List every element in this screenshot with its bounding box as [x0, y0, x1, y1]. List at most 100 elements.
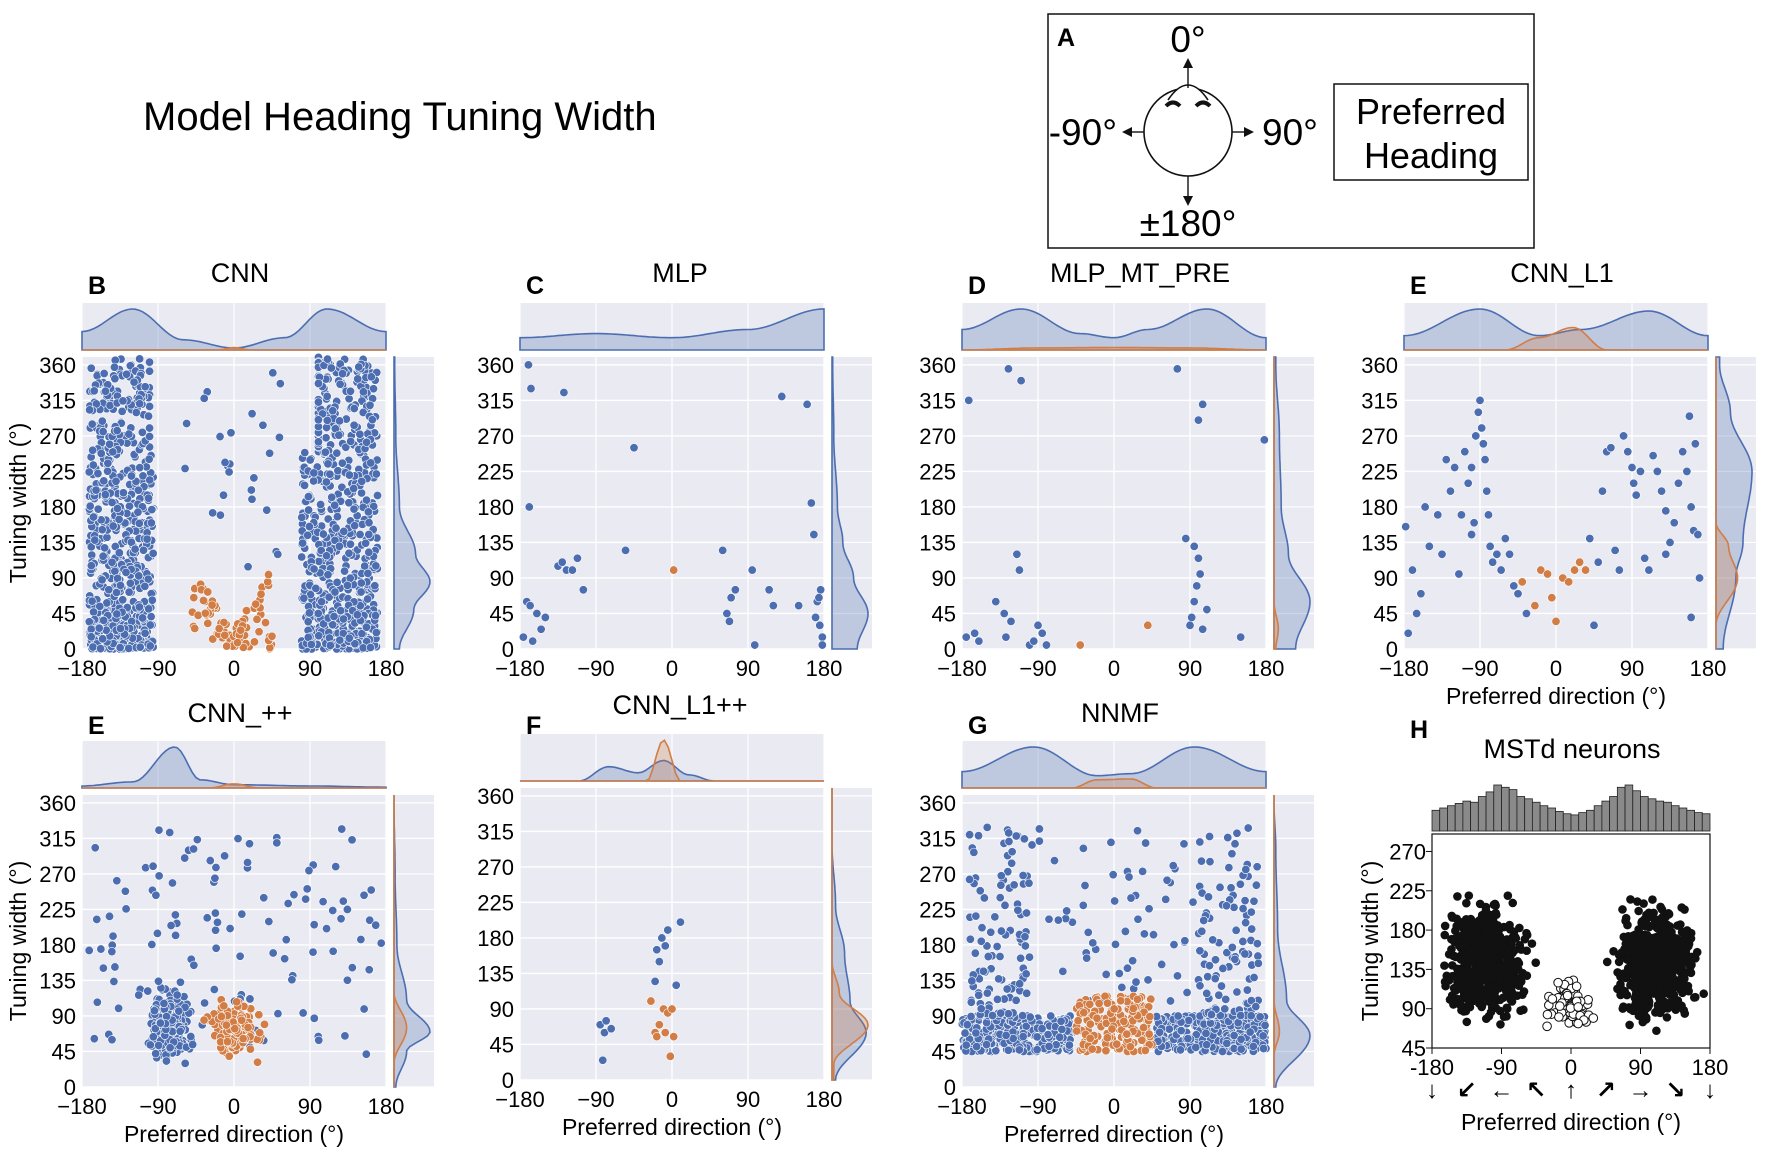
histogram-bar — [1501, 786, 1510, 832]
y-tick-label: 270 — [1389, 839, 1426, 864]
data-point-blue — [982, 988, 992, 998]
data-point-blue — [144, 454, 154, 464]
data-point-blue — [1168, 861, 1178, 871]
data-point-blue — [970, 948, 980, 958]
data-point-blue — [961, 632, 971, 642]
data-point-blue — [134, 571, 144, 581]
data-point-orange — [255, 1028, 265, 1038]
data-point-blue — [1041, 640, 1051, 650]
data-point-blue — [150, 1024, 160, 1034]
x-tick-label: 180 — [806, 656, 843, 681]
data-point-blue — [104, 585, 114, 595]
data-point-orange — [252, 614, 262, 624]
data-point-blue — [1162, 875, 1172, 885]
histogram-bar — [1586, 809, 1595, 832]
data-point-blue — [1231, 925, 1241, 935]
data-point-blue — [335, 635, 345, 645]
data-point-blue — [215, 510, 225, 520]
x-tick-label: 90 — [1620, 656, 1644, 681]
data-point-blue — [1057, 1024, 1067, 1034]
data-point-blue — [1011, 831, 1021, 841]
data-point-blue — [1185, 620, 1195, 630]
data-point-blue — [356, 935, 366, 945]
data-point-blue — [974, 636, 984, 646]
data-point-blue — [1193, 553, 1203, 563]
chart-cnn-l1: CNN_L1E−180 −90 0 90 18004590135180225270315… — [1361, 258, 1756, 709]
data-point-blue — [115, 643, 125, 653]
data-point-blue — [84, 945, 94, 955]
y-tick-label: 45 — [52, 1039, 76, 1064]
data-point-blue — [121, 904, 131, 914]
data-point-blue — [365, 642, 375, 652]
data-point-blue — [313, 437, 323, 447]
data-point-blue — [304, 866, 314, 876]
data-point-blue — [274, 432, 284, 442]
data-point-blue — [965, 874, 975, 884]
data-point-blue — [358, 387, 368, 397]
y-tick-label: 90 — [490, 566, 514, 591]
data-point-blue — [768, 601, 778, 611]
data-point-black — [1640, 938, 1650, 947]
data-point-blue — [1016, 376, 1026, 386]
data-point-blue — [148, 861, 158, 871]
data-point-blue — [211, 925, 221, 935]
data-point-blue — [567, 565, 577, 575]
data-point-orange — [1536, 565, 1546, 575]
data-point-blue — [346, 436, 356, 446]
marginal-y-density-blue — [393, 356, 431, 650]
data-point-blue — [817, 632, 827, 642]
x-tick-label: −180 — [57, 1094, 107, 1119]
data-point-blue — [322, 391, 332, 401]
data-point-black — [1687, 960, 1696, 970]
data-point-blue — [109, 362, 119, 372]
x-tick-label: 0 — [228, 1094, 240, 1119]
panel-letter: G — [968, 712, 987, 740]
data-point-blue — [1016, 953, 1026, 963]
data-point-black — [1475, 978, 1484, 988]
data-point-black — [1440, 930, 1450, 940]
data-point-blue — [1226, 883, 1236, 893]
histogram-bar — [1663, 801, 1672, 832]
data-point-blue — [309, 476, 319, 486]
data-point-blue — [1661, 506, 1671, 516]
data-point-black — [1625, 1020, 1634, 1030]
data-point-blue — [362, 437, 372, 447]
data-point-blue — [243, 858, 253, 868]
data-point-blue — [1053, 915, 1063, 925]
data-point-blue — [1623, 447, 1633, 457]
histogram-bar — [1477, 796, 1487, 832]
data-point-orange — [1125, 1042, 1135, 1052]
data-point-blue — [1657, 486, 1667, 496]
data-point-blue — [144, 493, 154, 503]
data-point-black — [1453, 892, 1462, 901]
data-point-blue — [1445, 486, 1455, 496]
data-point-black — [1662, 985, 1671, 995]
y-tick-label: 135 — [39, 968, 76, 993]
data-point-blue — [105, 439, 115, 449]
data-point-blue — [1258, 1031, 1268, 1041]
data-point-blue — [1141, 838, 1151, 848]
data-point-orange — [1122, 1029, 1132, 1039]
data-point-blue — [1024, 952, 1034, 962]
data-point-blue — [977, 923, 987, 933]
data-point-blue — [304, 608, 314, 618]
data-point-blue — [85, 501, 95, 511]
histogram-bar — [1470, 801, 1479, 832]
x-tick-label: −90 — [577, 656, 614, 681]
data-point-blue — [258, 420, 268, 430]
data-point-blue — [1686, 612, 1696, 622]
data-point-blue — [1122, 963, 1132, 973]
chart-cnn-l1-: CNN_L1++F−180 −90 0 90 180045901351802252703… — [477, 690, 872, 1140]
data-point-black — [1665, 922, 1675, 931]
data-point-blue — [1627, 462, 1637, 472]
data-point-blue — [357, 476, 367, 486]
data-point-blue — [319, 619, 329, 629]
data-point-blue — [1221, 994, 1231, 1004]
data-point-blue — [1238, 904, 1248, 914]
data-point-orange — [198, 596, 208, 606]
marginal-y-density-orange — [831, 788, 869, 1081]
data-point-blue — [1478, 439, 1488, 449]
